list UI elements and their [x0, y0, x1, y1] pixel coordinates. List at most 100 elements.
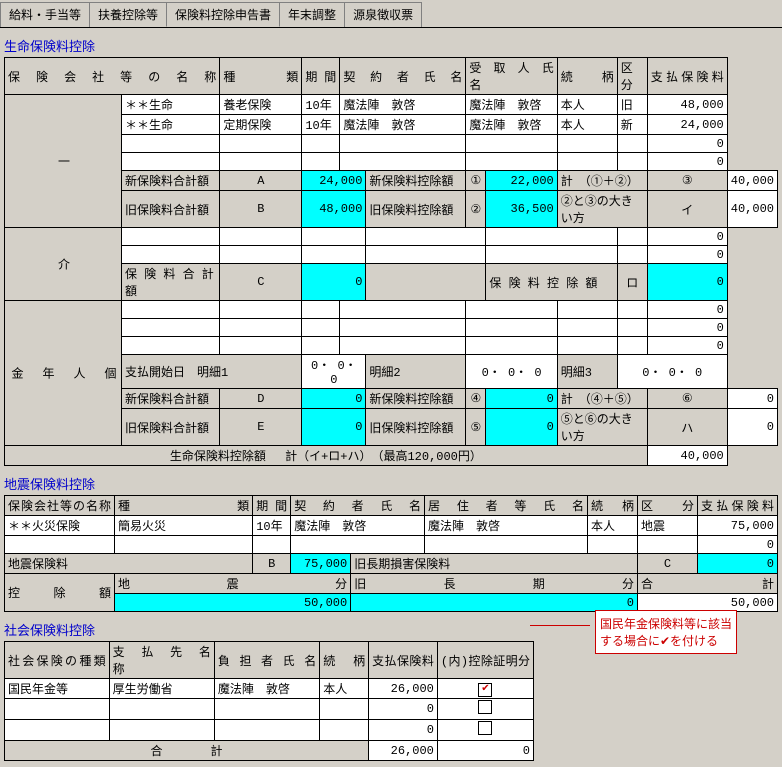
cell-category[interactable]: 旧: [617, 95, 647, 115]
s-payee[interactable]: 厚生労働省: [109, 679, 214, 699]
lbl-pnew: 新保険料合計額: [122, 389, 220, 409]
cell-relation[interactable]: 本人: [557, 95, 617, 115]
mark-ha: ハ: [647, 409, 727, 446]
lbl-quake-part: 地 震 分: [115, 574, 351, 594]
checkbox-icon[interactable]: [478, 700, 492, 714]
s-total-label: 合 計: [5, 741, 369, 761]
val-date1[interactable]: 0・ 0・ 0: [302, 355, 366, 389]
tab-year-end[interactable]: 年末調整: [279, 2, 345, 27]
val-old-deduct: 36,500: [486, 191, 557, 228]
q-hdr-category: 区 分: [638, 496, 698, 516]
side-kai: 介: [5, 228, 122, 301]
cell-type[interactable]: 定期保険: [220, 115, 302, 135]
annotation-line2: する場合に✔を付ける: [600, 632, 732, 649]
cell-type[interactable]: 養老保険: [220, 95, 302, 115]
cell-contractor[interactable]: 魔法陣 敦啓: [340, 115, 466, 135]
val-old-total: 48,000: [302, 191, 366, 228]
cell-company[interactable]: ＊＊生命: [122, 95, 220, 115]
val-bigger23: 40,000: [727, 191, 777, 228]
q-type[interactable]: 簡易火災: [115, 516, 253, 536]
lbl-sum12: 計 （①＋②）: [557, 171, 647, 191]
val-quake-prem: 75,000: [291, 554, 351, 574]
q-hdr-contractor: 契 約 者 氏 名: [291, 496, 425, 516]
mark-b: B: [220, 191, 302, 228]
val-oldlong: 0: [698, 554, 778, 574]
checkbox-icon[interactable]: [478, 721, 492, 735]
s-total-paid: 26,000: [369, 741, 438, 761]
annotation-box: 国民年金保険料等に該当 する場合に✔を付ける: [595, 610, 737, 654]
s-paid[interactable]: 26,000: [369, 679, 438, 699]
cell-recipient[interactable]: 魔法陣 敦啓: [466, 115, 557, 135]
q-hdr-type: 種 類: [115, 496, 253, 516]
hdr-type: 種 類: [220, 58, 302, 95]
val-date3[interactable]: 0・ 0・ 0: [617, 355, 727, 389]
cell-company[interactable]: ＊＊生命: [122, 115, 220, 135]
val-pold-deduct: 0: [486, 409, 557, 446]
cell-period[interactable]: 10年: [302, 115, 340, 135]
q-relation[interactable]: 本人: [588, 516, 638, 536]
cell-paid[interactable]: 24,000: [647, 115, 727, 135]
s-cert-check[interactable]: ✔: [437, 679, 533, 699]
lbl-pold: 旧保険料合計額: [122, 409, 220, 446]
mark-i: イ: [647, 191, 727, 228]
s-relation[interactable]: 本人: [320, 679, 369, 699]
val-date2[interactable]: 0・ 0・ 0: [466, 355, 557, 389]
checkbox-checked-icon[interactable]: ✔: [478, 683, 492, 697]
cell-category[interactable]: 新: [617, 115, 647, 135]
lbl-bigger23: ②と③の大きい方: [557, 191, 647, 228]
cell-recipient[interactable]: 魔法陣 敦啓: [466, 95, 557, 115]
q-contractor[interactable]: 魔法陣 敦啓: [291, 516, 425, 536]
q-paid[interactable]: 75,000: [698, 516, 778, 536]
lbl-pold-deduct: 旧保険料控除額: [366, 409, 466, 446]
lbl-sum45: 計 （④＋⑤）: [557, 389, 647, 409]
hdr-company: 保険会社等の名称: [5, 58, 220, 95]
mark-ro: ロ: [617, 264, 647, 301]
q-hdr-relation: 続 柄: [588, 496, 638, 516]
hdr-category: 区分: [617, 58, 647, 95]
val-new-deduct: 22,000: [486, 171, 557, 191]
val-life-final: 40,000: [647, 446, 727, 466]
val-q-total: 50,000: [638, 594, 778, 612]
tab-bar: 給料・手当等 扶養控除等 保険料控除申告書 年末調整 源泉徴収票: [0, 0, 782, 28]
q-hdr-resident: 居住者等氏名: [425, 496, 588, 516]
lbl-care-total: 保 険 料 合 計 額: [122, 264, 220, 301]
q-category[interactable]: 地震: [638, 516, 698, 536]
cell-contractor[interactable]: 魔法陣 敦啓: [340, 95, 466, 115]
life-insurance-table: 保険会社等の名称 種 類 期間 契 約 者 氏 名 受 取 人 氏 名 続 柄 …: [4, 57, 778, 466]
val-sum12: 40,000: [727, 171, 777, 191]
s-type[interactable]: 国民年金等: [5, 679, 110, 699]
cell-period[interactable]: 10年: [302, 95, 340, 115]
q-hdr-paid: 支払保険料: [698, 496, 778, 516]
lbl-life-final: 生命保険料控除額 計（イ+ロ+ハ） （最高120,000円）: [5, 446, 648, 466]
mark-a: A: [220, 171, 302, 191]
q-period[interactable]: 10年: [253, 516, 291, 536]
annotation-arrow: [530, 625, 590, 626]
q-hdr-period: 期間: [253, 496, 291, 516]
mark-5: ⑤: [466, 409, 486, 446]
tab-dependents[interactable]: 扶養控除等: [89, 2, 167, 27]
lbl-deduct: 控 除 額: [5, 574, 115, 612]
tab-salary[interactable]: 給料・手当等: [0, 2, 90, 27]
lbl-new-deduct: 新保険料控除額: [366, 171, 466, 191]
val-long-part: 0: [351, 594, 638, 612]
mark-qc: C: [638, 554, 698, 574]
mark-d: D: [220, 389, 302, 409]
side-ippan-1: 一: [5, 95, 122, 228]
mark-6: ⑥: [647, 389, 727, 409]
val-care-deduct: 0: [647, 264, 727, 301]
val-pnew: 0: [302, 389, 366, 409]
q-hdr-company: 保険会社等の名称: [5, 496, 115, 516]
mark-c: C: [220, 264, 302, 301]
hdr-recipient: 受 取 人 氏 名: [466, 58, 557, 95]
tab-insurance-deduction[interactable]: 保険料控除申告書: [166, 2, 280, 27]
s-hdr-paid: 支払保険料: [369, 642, 438, 679]
cell-relation[interactable]: 本人: [557, 115, 617, 135]
q-resident[interactable]: 魔法陣 敦啓: [425, 516, 588, 536]
lbl-bigger56: ⑤と⑥の大きい方: [557, 409, 647, 446]
cell-paid[interactable]: 48,000: [647, 95, 727, 115]
mark-qb: B: [253, 554, 291, 574]
q-company[interactable]: ＊＊火災保険: [5, 516, 115, 536]
s-person[interactable]: 魔法陣 敦啓: [214, 679, 319, 699]
tab-withholding[interactable]: 源泉徴収票: [344, 2, 422, 27]
lbl-old-total: 旧保険料合計額: [122, 191, 220, 228]
